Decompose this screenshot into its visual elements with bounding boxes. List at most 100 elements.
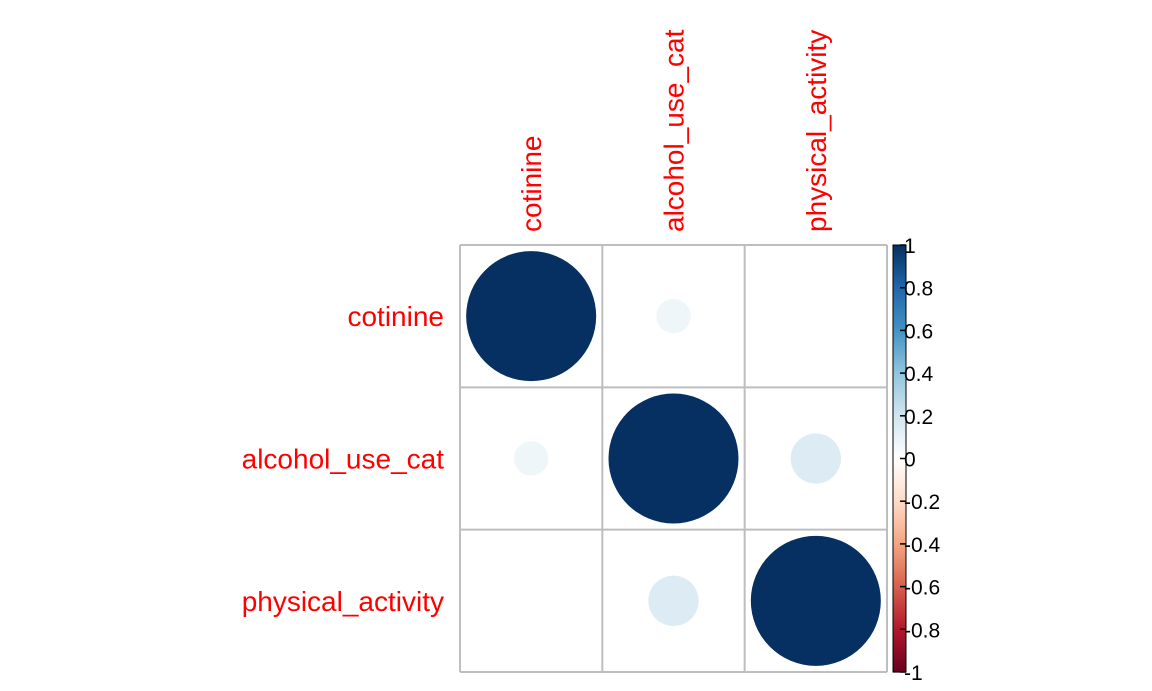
colorbar-segment — [893, 569, 906, 573]
colorbar-segment — [893, 394, 906, 398]
colorbar-segment — [893, 550, 906, 554]
colorbar-segment — [893, 381, 906, 385]
column-label-cotinine: cotinine — [516, 135, 547, 232]
colorbar-segment — [893, 422, 906, 425]
colorbar-segment — [893, 409, 906, 413]
colorbar-segment — [893, 590, 906, 594]
colorbar-segment — [893, 586, 906, 590]
colorbar-segment — [893, 402, 906, 406]
colorbar-segment — [893, 411, 906, 415]
colorbar-segment — [893, 432, 906, 436]
colorbar-segment — [893, 400, 906, 404]
colorbar-segment — [893, 338, 906, 342]
colorbar-segment — [893, 573, 906, 577]
colorbar-segment — [893, 582, 906, 586]
colorbar-segment — [893, 366, 906, 370]
colorbar-segment — [893, 607, 906, 611]
colorbar-segment — [893, 575, 906, 579]
colorbar-segment — [893, 657, 906, 660]
colorbar-segment — [893, 669, 906, 673]
colorbar-segment — [893, 285, 906, 289]
colorbar-segment — [893, 364, 906, 368]
matrix-cells — [466, 251, 881, 666]
colorbar-segment — [893, 375, 906, 378]
colorbar-segment — [893, 469, 906, 472]
colorbar-segment — [893, 298, 906, 302]
colorbar-segment — [893, 287, 906, 291]
colorbar-tick-label: 0 — [904, 449, 916, 472]
colorbar-segment — [893, 520, 906, 524]
colorbar-segment — [893, 578, 906, 581]
colorbar-segment — [893, 501, 906, 504]
colorbar-segment — [893, 398, 906, 402]
colorbar-tick-label: 1 — [904, 235, 916, 258]
colorbar-segment — [893, 270, 906, 274]
colorbar-segment — [893, 526, 906, 530]
colorbar-segment — [893, 625, 906, 628]
colorbar-segment — [893, 665, 906, 669]
colorbar-segment — [893, 567, 906, 571]
colorbar-segment — [893, 279, 906, 282]
colorbar-segment — [893, 460, 906, 464]
colorbar-segment — [893, 277, 906, 280]
row-label-cotinine: cotinine — [347, 301, 444, 332]
colorbar-segment — [893, 388, 906, 391]
colorbar-segment — [893, 373, 906, 376]
colorbar-tick-label: -0.6 — [904, 577, 940, 600]
colorbar-segment — [893, 528, 906, 532]
colorbar-segment — [893, 467, 906, 470]
colorbar-segment — [893, 524, 906, 528]
colorbar-segment — [893, 360, 906, 364]
colorbar-segment — [893, 616, 906, 620]
colorbar-segment — [893, 560, 906, 564]
colorbar-segment — [893, 537, 906, 541]
colorbar-segment — [893, 597, 906, 601]
colorbar-segment — [893, 514, 906, 517]
colorbar-tick-label: 0.8 — [904, 278, 933, 301]
colorbar-segment — [893, 612, 906, 615]
colorbar-segment — [893, 552, 906, 556]
colorbar-segment — [893, 420, 906, 423]
colorbar-segment — [893, 556, 906, 560]
colorbar-segment — [893, 445, 906, 449]
corr-circle-cotinine-alcohol_use_cat — [656, 298, 691, 334]
colorbar-segment — [893, 315, 906, 319]
row-label-alcohol_use_cat: alcohol_use_cat — [242, 443, 445, 474]
colorbar-segment — [893, 505, 906, 509]
colorbar-segment — [893, 543, 906, 547]
colorbar-segment — [893, 477, 906, 481]
colorbar-tick-label: -0.4 — [904, 534, 941, 557]
colorbar-segment — [893, 635, 906, 639]
colorbar-segment — [893, 601, 906, 605]
colorbar-segment — [893, 441, 906, 445]
colorbar-segment — [893, 283, 906, 287]
colorbar-segment — [893, 343, 906, 346]
colorbar-segment — [893, 390, 906, 393]
colorbar-segment — [893, 462, 906, 466]
colorbar-segment — [893, 245, 906, 248]
colorbar-segment — [893, 319, 906, 323]
corr-circle-alcohol_use_cat-physical_activity — [790, 433, 841, 484]
colorbar-segment — [893, 247, 906, 250]
colorbar-segment — [893, 311, 906, 314]
colorbar-tick-label: -0.2 — [904, 491, 940, 514]
colorbar-segment — [893, 396, 906, 400]
corr-circle-physical_activity-alcohol_use_cat — [648, 575, 699, 626]
colorbar-segment — [893, 332, 906, 336]
colorbar-segment — [893, 291, 906, 295]
colorbar-segment — [893, 447, 906, 451]
colorbar-segment — [893, 426, 906, 430]
colorbar-segment — [893, 449, 906, 453]
colorbar-segment — [893, 417, 906, 421]
colorbar-segment — [893, 437, 906, 440]
colorbar-segment — [893, 618, 906, 622]
colorbar-segment — [893, 351, 906, 355]
colorbar-segment — [893, 509, 906, 513]
colorbar-segment — [893, 383, 906, 387]
colorbar-segment — [893, 330, 906, 334]
colorbar-segment — [893, 281, 906, 285]
colorbar-segment — [893, 481, 906, 485]
colorbar-segment — [893, 511, 906, 515]
colorbar-segment — [893, 313, 906, 317]
colorbar-segment — [893, 300, 906, 304]
